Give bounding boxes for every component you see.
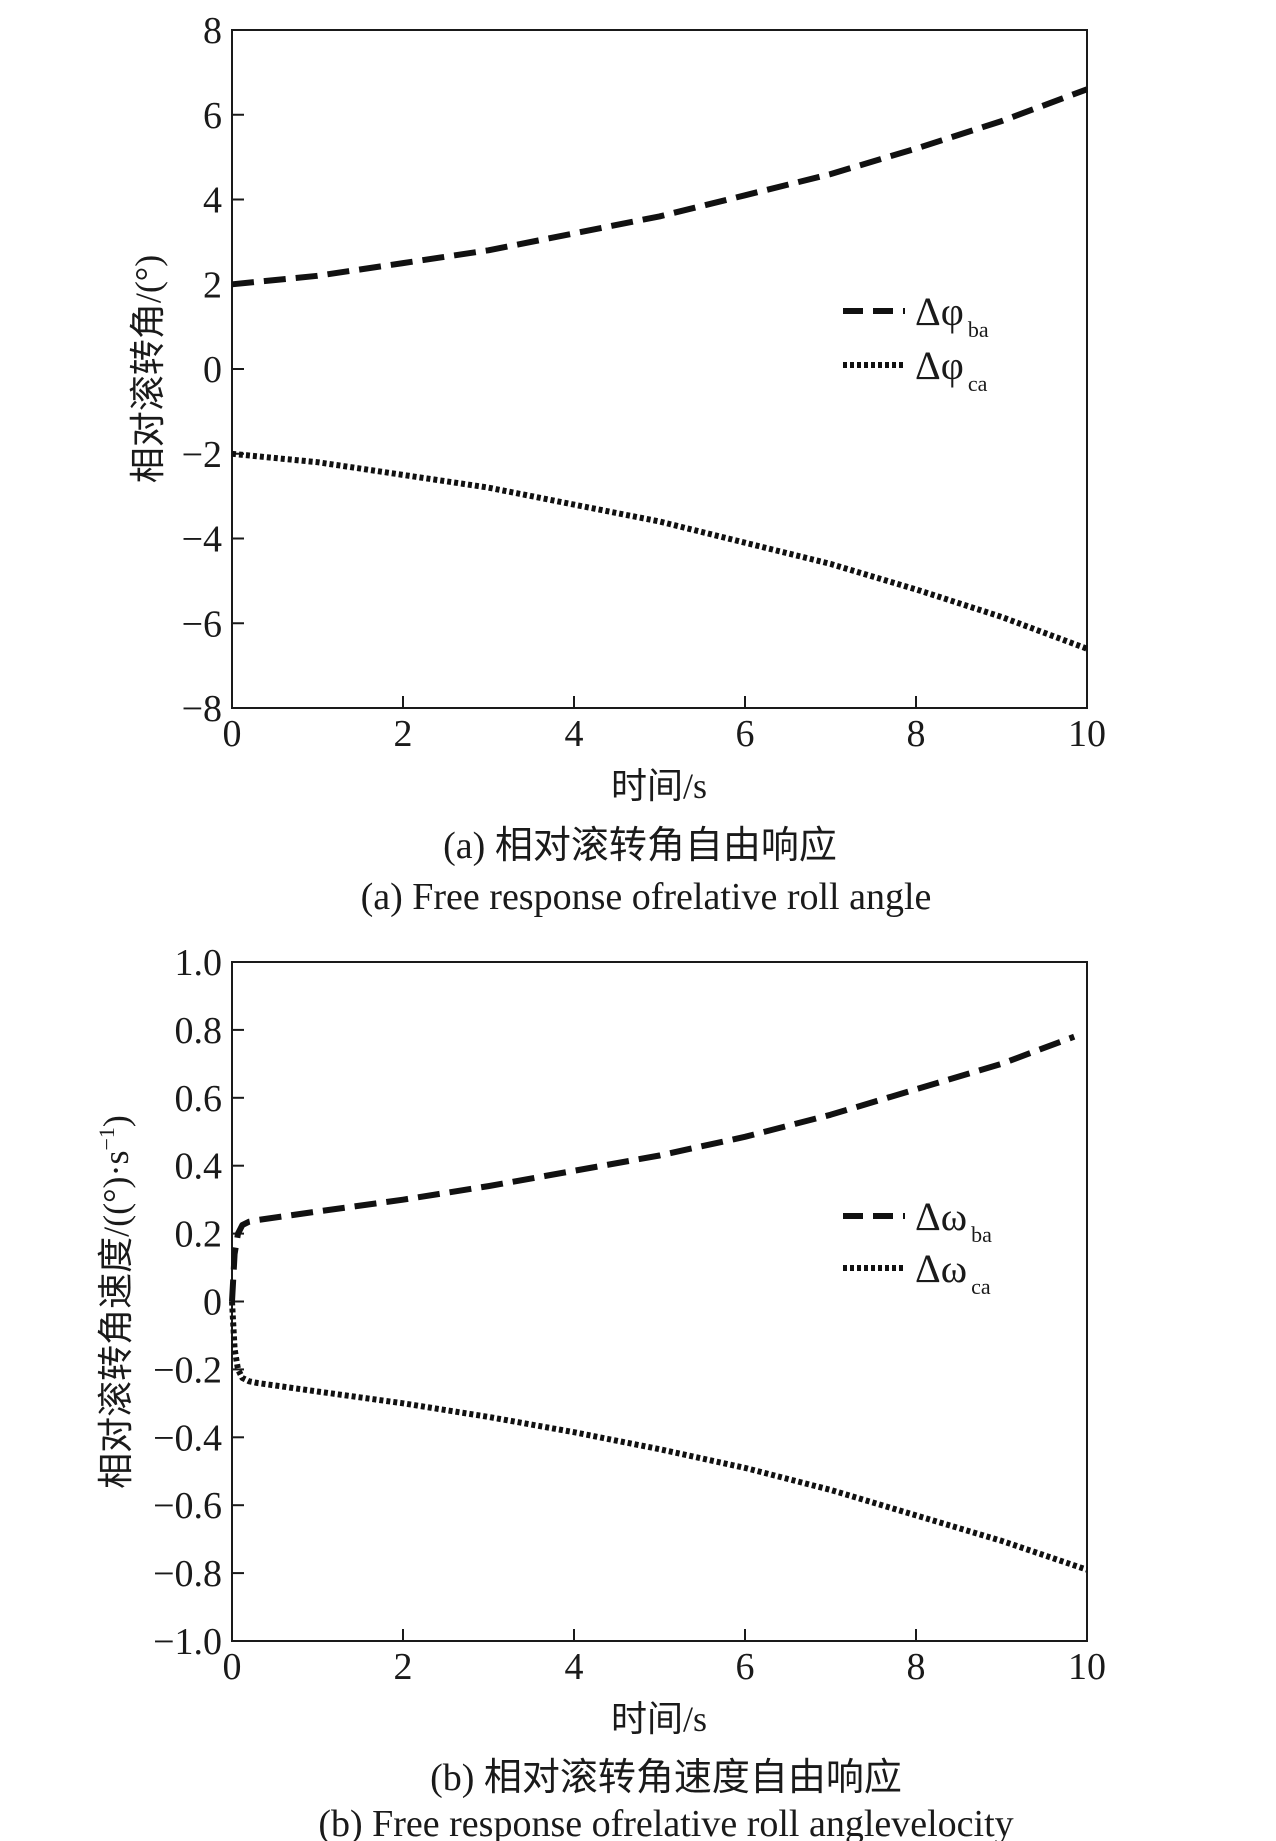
y-tick-label: 4 (203, 180, 222, 222)
y-tick-label: 0 (203, 1282, 222, 1324)
y-tick-label: −0.8 (153, 1553, 222, 1595)
y-tick-label: −2 (182, 434, 222, 476)
legend-b-subscript-ba: ba (971, 1222, 992, 1247)
chart-b: 0 2 4 6 8 10 −1.0 −0.8 −0.6 −0.4 −0.2 0 0.2 0.4 0.6 0.… (94, 942, 1106, 1841)
caption-b-cn: (b) 相对滚转角速度自由响应 (430, 1757, 902, 1799)
y-tick-label: 0.8 (175, 1010, 223, 1052)
x-tick-label: 8 (907, 713, 926, 755)
x-tick-label: 0 (223, 1646, 242, 1688)
y-tick-label: 2 (203, 264, 222, 306)
legend-a-subscript-ca: ca (968, 371, 988, 396)
x-tick-label: 0 (223, 713, 242, 755)
y-tick-label: 6 (203, 95, 222, 137)
y-tick-label: 8 (203, 10, 222, 52)
x-tick-label: 10 (1068, 713, 1106, 755)
y-tick-label: −0.6 (153, 1485, 222, 1527)
x-tick-label: 2 (394, 713, 413, 755)
legend-a-symbol-ca: Δφ (915, 343, 964, 388)
legend-b: Δω ba Δω ca (843, 1194, 992, 1299)
series-line-ca (231, 450, 1089, 652)
y-tick-label: −0.4 (153, 1417, 222, 1459)
y-tick-label: 0 (203, 349, 222, 391)
y-tick-label: −1.0 (153, 1621, 222, 1663)
legend-a-symbol-ba: Δφ (915, 289, 964, 334)
legend-a: Δφ ba Δφ ca (843, 289, 989, 396)
legend-a-subscript-ba: ba (968, 317, 989, 342)
legend-a-label-ba: Δφ ba (915, 289, 989, 342)
y-tick-label: −6 (182, 603, 222, 645)
y-tick-label: −8 (182, 688, 222, 730)
y-axis-label-b-text: 相对滚转角速度/((°)·s (96, 1151, 136, 1489)
y-tick-label: 0.6 (175, 1078, 223, 1120)
x-tick-label: 8 (907, 1646, 926, 1688)
y-tick-label: −4 (182, 519, 222, 561)
y-tick-label: 1.0 (175, 942, 223, 984)
y-axis-label-b-end: ) (96, 1115, 136, 1127)
x-tick-label: 10 (1068, 1646, 1106, 1688)
legend-a-label-ca: Δφ ca (915, 343, 988, 396)
series-line-ba (229, 1033, 1076, 1302)
legend-b-symbol-ba: Δω (915, 1194, 967, 1239)
series-line-ba (231, 86, 1089, 288)
x-tick-label: 4 (565, 713, 584, 755)
caption-a-en: (a) Free response ofrelative roll angle (361, 876, 932, 918)
legend-b-subscript-ca: ca (971, 1274, 991, 1299)
x-axis-label-a: 时间/s (611, 766, 707, 806)
plot-frame-b (231, 961, 1088, 1642)
y-axis-label-a: 相对滚转角/(°) (128, 255, 168, 483)
x-tick-label: 4 (565, 1646, 584, 1688)
x-tick-label: 6 (736, 713, 755, 755)
y-tick-label: 0.4 (175, 1146, 223, 1188)
x-tick-label: 2 (394, 1646, 413, 1688)
caption-a-cn: (a) 相对滚转角自由响应 (443, 825, 837, 867)
legend-b-label-ba: Δω ba (915, 1194, 992, 1247)
y-tick-label: −0.2 (153, 1349, 222, 1391)
y-axis-label-b-sup: −1 (94, 1127, 119, 1150)
legend-b-label-ca: Δω ca (915, 1246, 991, 1299)
y-tick-label: 0.2 (175, 1214, 223, 1256)
x-axis-label-b: 时间/s (611, 1699, 707, 1739)
legend-b-symbol-ca: Δω (915, 1246, 967, 1291)
series-line-ca (229, 1301, 1088, 1573)
x-tick-label: 6 (736, 1646, 755, 1688)
y-axis-label-b: 相对滚转角速度/((°)·s−1) (94, 1115, 136, 1489)
caption-b-en: (b) Free response ofrelative roll anglev… (318, 1803, 1013, 1841)
chart-a: 0 2 4 6 8 10 −8 −6 −4 −2 0 2 4 6 8 时间/s 相对滚转角/(°) Δφ b… (128, 10, 1106, 918)
